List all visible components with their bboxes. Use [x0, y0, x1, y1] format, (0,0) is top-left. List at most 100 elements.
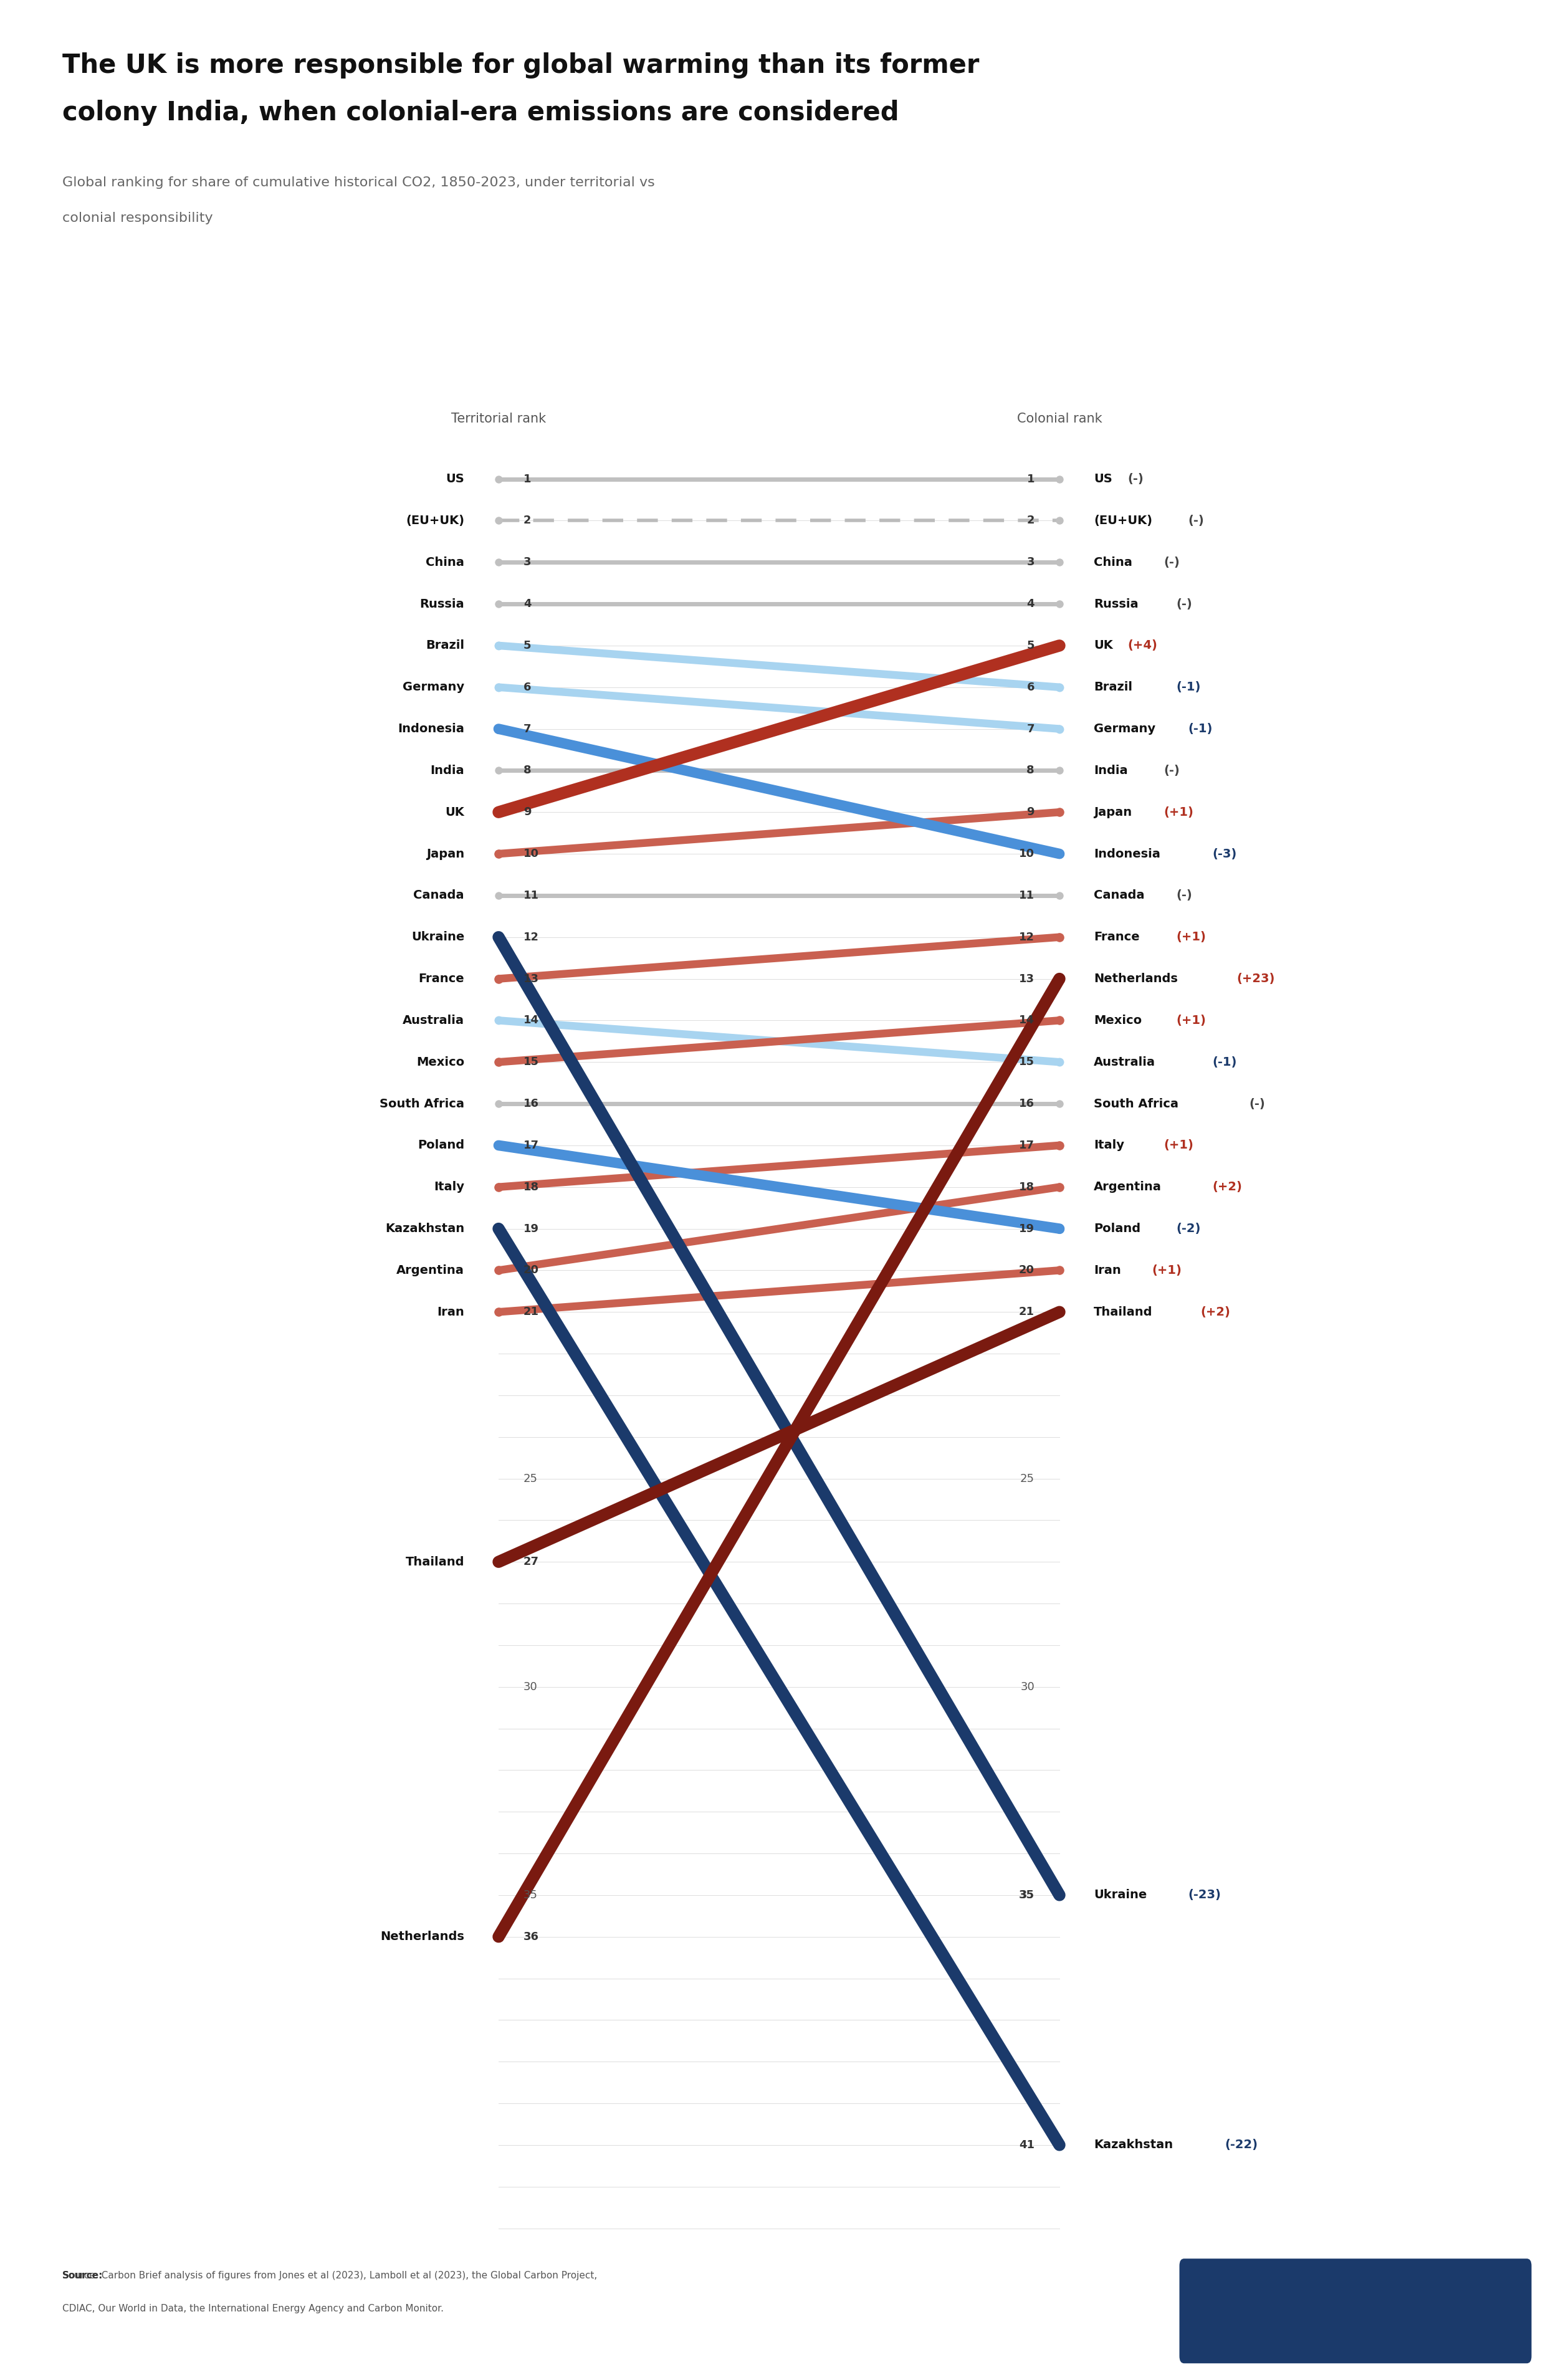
Text: Mexico: Mexico — [416, 1057, 464, 1069]
Text: 30: 30 — [523, 1680, 538, 1692]
Text: 7: 7 — [1027, 724, 1035, 735]
Text: Argentina: Argentina — [1094, 1180, 1162, 1192]
Point — [486, 793, 511, 831]
Point — [486, 1209, 511, 1247]
Point — [1047, 626, 1072, 664]
Point — [1047, 919, 1072, 957]
Text: 8: 8 — [1027, 764, 1035, 776]
Text: 16: 16 — [523, 1097, 539, 1109]
Text: 5: 5 — [1027, 640, 1035, 652]
Point — [1047, 1292, 1072, 1330]
Point — [1047, 585, 1072, 624]
Text: Netherlands: Netherlands — [1094, 973, 1178, 985]
Text: 10: 10 — [1019, 847, 1035, 859]
Text: Indonesia: Indonesia — [397, 724, 464, 735]
Text: Italy: Italy — [1094, 1140, 1125, 1152]
Text: Australia: Australia — [402, 1014, 464, 1026]
Text: (-): (-) — [1176, 597, 1192, 609]
Text: 9: 9 — [523, 807, 531, 819]
Point — [486, 1126, 511, 1164]
Point — [1047, 459, 1072, 497]
Text: Colonial rank: Colonial rank — [1017, 412, 1102, 424]
Text: Argentina: Argentina — [396, 1264, 464, 1276]
Text: Brazil: Brazil — [1094, 681, 1133, 693]
Text: (-22): (-22) — [1225, 2140, 1257, 2152]
Text: (+2): (+2) — [1200, 1307, 1231, 1319]
Text: Canada: Canada — [1094, 890, 1145, 902]
Point — [486, 1918, 511, 1956]
Text: 14: 14 — [523, 1014, 539, 1026]
Point — [486, 1042, 511, 1081]
Point — [1047, 1002, 1072, 1040]
Point — [486, 709, 511, 747]
Text: China: China — [425, 557, 464, 569]
Text: Japan: Japan — [1094, 807, 1131, 819]
Text: South Africa: South Africa — [1094, 1097, 1178, 1109]
Text: 18: 18 — [523, 1180, 539, 1192]
Text: Global ranking for share of cumulative historical CO2, 1850-2023, under territor: Global ranking for share of cumulative h… — [62, 176, 654, 188]
Text: 4: 4 — [523, 597, 531, 609]
Text: (+1): (+1) — [1176, 1014, 1206, 1026]
Text: France: France — [419, 973, 464, 985]
Text: Carbon: Carbon — [1197, 2292, 1262, 2306]
Text: (-1): (-1) — [1176, 681, 1201, 693]
Text: 6: 6 — [1027, 681, 1035, 693]
Text: Kazakhstan: Kazakhstan — [1094, 2140, 1173, 2152]
Text: (-): (-) — [1164, 557, 1179, 569]
Text: 3: 3 — [523, 557, 531, 569]
Point — [1047, 835, 1072, 873]
Text: 12: 12 — [1019, 931, 1035, 942]
Text: Indonesia: Indonesia — [1094, 847, 1161, 859]
Point — [1047, 876, 1072, 914]
Text: Australia: Australia — [1094, 1057, 1156, 1069]
Text: 27: 27 — [523, 1557, 539, 1568]
Text: (-): (-) — [1189, 514, 1204, 526]
Text: 41: 41 — [1019, 2140, 1035, 2152]
Text: Brief: Brief — [1345, 2292, 1390, 2306]
Text: (-1): (-1) — [1189, 724, 1212, 735]
Text: 35: 35 — [1019, 1890, 1035, 1902]
Text: Source: Carbon Brief analysis of figures from Jones et al (2023), Lamboll et al : Source: Carbon Brief analysis of figures… — [62, 2271, 597, 2280]
Point — [486, 1002, 511, 1040]
Text: colony India, when colonial-era emissions are considered: colony India, when colonial-era emission… — [62, 100, 899, 126]
Text: 21: 21 — [523, 1307, 539, 1319]
Text: (EU+UK): (EU+UK) — [405, 514, 464, 526]
Text: Territorial rank: Territorial rank — [452, 412, 545, 424]
Point — [1047, 959, 1072, 997]
Text: 35: 35 — [523, 1890, 538, 1902]
Text: Source:: Source: — [62, 2271, 103, 2280]
Point — [1047, 709, 1072, 747]
Point — [1047, 1042, 1072, 1081]
Text: US: US — [446, 474, 464, 486]
Text: (+23): (+23) — [1237, 973, 1274, 985]
Text: 4: 4 — [1027, 597, 1035, 609]
Text: (EU+UK): (EU+UK) — [1094, 514, 1153, 526]
Text: colonial responsibility: colonial responsibility — [62, 212, 213, 224]
Text: 20: 20 — [523, 1264, 539, 1276]
Text: China: China — [1094, 557, 1133, 569]
Text: 3: 3 — [1027, 557, 1035, 569]
Text: Iran: Iran — [1094, 1264, 1122, 1276]
Text: 19: 19 — [523, 1223, 539, 1235]
Text: (+1): (+1) — [1164, 1140, 1193, 1152]
Text: Italy: Italy — [433, 1180, 464, 1192]
Point — [1047, 1209, 1072, 1247]
Point — [486, 1252, 511, 1290]
Text: 19: 19 — [1019, 1223, 1035, 1235]
Text: 5: 5 — [523, 640, 531, 652]
Text: 2: 2 — [1027, 514, 1035, 526]
Point — [486, 543, 511, 581]
Text: UK: UK — [446, 807, 464, 819]
Text: 6: 6 — [523, 681, 531, 693]
Point — [1047, 1252, 1072, 1290]
Text: 12: 12 — [523, 931, 539, 942]
Text: (-23): (-23) — [1189, 1890, 1221, 1902]
Point — [1047, 1875, 1072, 1914]
Text: India: India — [1094, 764, 1128, 776]
Text: 1: 1 — [1027, 474, 1035, 486]
Text: (-): (-) — [1164, 764, 1179, 776]
Point — [486, 1085, 511, 1123]
Point — [486, 459, 511, 497]
Text: (-2): (-2) — [1176, 1223, 1201, 1235]
Text: Netherlands: Netherlands — [380, 1930, 464, 1942]
